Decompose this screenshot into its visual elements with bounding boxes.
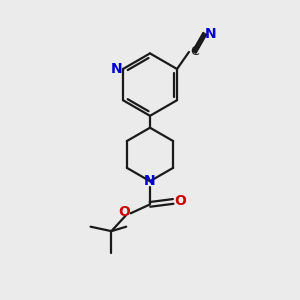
Text: O: O bbox=[118, 205, 130, 219]
Text: N: N bbox=[111, 62, 123, 76]
Text: N: N bbox=[205, 27, 217, 41]
Text: O: O bbox=[174, 194, 186, 208]
Text: N: N bbox=[144, 174, 156, 188]
Text: C: C bbox=[190, 46, 199, 59]
